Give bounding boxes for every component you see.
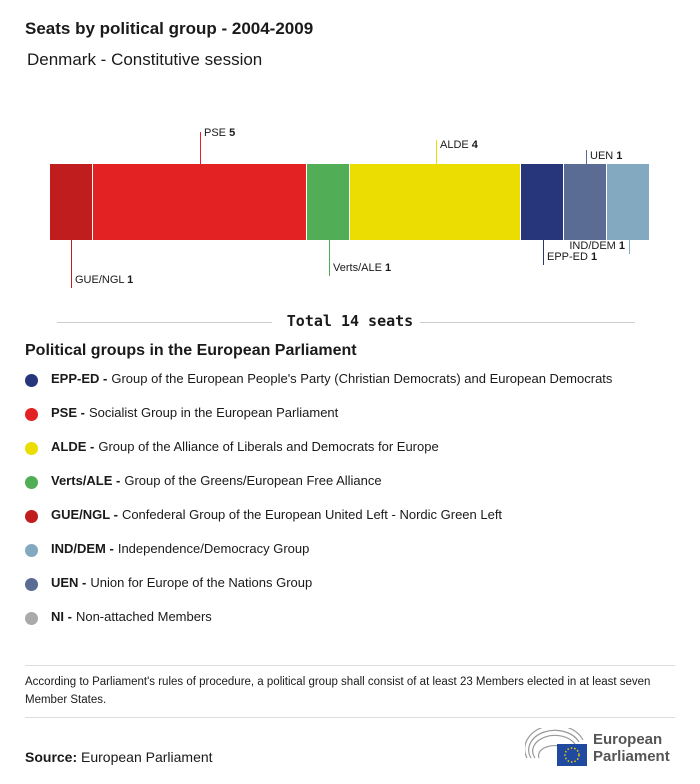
- ep-logo: European Parliament: [525, 728, 670, 768]
- source-value: European Parliament: [81, 749, 213, 765]
- hemicycle-logo-icon: [525, 728, 587, 766]
- divider: [420, 322, 635, 323]
- footnote: According to Parliament's rules of proce…: [25, 676, 651, 706]
- bar-segment-verts-ale: [307, 164, 350, 240]
- divider: [25, 717, 675, 718]
- legend-text: PSE - Socialist Group in the European Par…: [51, 405, 339, 420]
- bar-segment-ind-dem: [607, 164, 650, 240]
- legend-item: ALDE - Group of the Alliance of Liberals …: [25, 439, 612, 473]
- legend-dot-icon: [25, 442, 38, 455]
- chart-title: Seats by political group - 2004-2009: [25, 19, 314, 38]
- legend-item: IND/DEM - Independence/Democracy Group: [25, 541, 612, 575]
- legend-title: Political groups in the European Parliam…: [25, 342, 357, 359]
- bar-segment-uen: [564, 164, 608, 240]
- divider: [57, 322, 272, 323]
- data-label: IND/DEM 1: [569, 240, 625, 252]
- legend-dot-icon: [25, 544, 38, 557]
- legend-dot-icon: [25, 612, 38, 625]
- bar-segment-pse: [92, 164, 308, 240]
- legend-dot-icon: [25, 578, 38, 591]
- legend-item: GUE/NGL - Confederal Group of the Europea…: [25, 507, 612, 541]
- legend-dot-icon: [25, 374, 38, 387]
- chart-subtitle: Denmark - Constitutive session: [27, 50, 263, 69]
- legend-dot-icon: [25, 510, 38, 523]
- legend-text: UEN - Union for Europe of the Nations Gro…: [51, 575, 313, 590]
- logo-text-2: Parliament: [593, 748, 670, 765]
- label-leader-line: [629, 240, 630, 254]
- legend-item: EPP-ED - Group of the European People's P…: [25, 371, 612, 405]
- bar-segment-gue-ngl: [50, 164, 93, 240]
- legend: EPP-ED - Group of the European People's P…: [25, 371, 612, 643]
- data-label: EPP-ED 1: [547, 251, 598, 263]
- legend-text: NI - Non-attached Members: [51, 609, 212, 624]
- legend-dot-icon: [25, 476, 38, 489]
- legend-dot-icon: [25, 408, 38, 421]
- legend-item: UEN - Union for Europe of the Nations Gro…: [25, 575, 612, 609]
- divider: [25, 665, 675, 666]
- bar-segment-alde: [350, 164, 522, 240]
- total-seats: Total 14 seats: [286, 312, 414, 330]
- legend-text: IND/DEM - Independence/Democracy Group: [51, 541, 310, 556]
- legend-text: GUE/NGL - Confederal Group of the Europea…: [51, 507, 503, 522]
- label-leader-line: [71, 240, 72, 288]
- data-label: ALDE 4: [440, 139, 478, 151]
- legend-text: Verts/ALE - Group of the Greens/European …: [51, 473, 382, 488]
- data-label: GUE/NGL 1: [75, 274, 134, 286]
- label-leader-line: [329, 240, 330, 276]
- legend-item: Verts/ALE - Group of the Greens/European …: [25, 473, 612, 507]
- label-leader-line: [586, 150, 587, 164]
- stacked-bar-chart: GUE/NGL 1 PSE 5 Verts/ALE 1 ALDE 4 EPP-ED 1 U…: [0, 0, 700, 300]
- source-label: Source:: [25, 749, 78, 765]
- legend-text: ALDE - Group of the Alliance of Liberals …: [51, 439, 439, 454]
- data-label: PSE 5: [204, 127, 236, 139]
- bar-segment-epp-ed: [521, 164, 565, 240]
- data-label: UEN 1: [590, 150, 623, 162]
- legend-item: NI - Non-attached Members: [25, 609, 612, 643]
- legend-item: PSE - Socialist Group in the European Par…: [25, 405, 612, 439]
- label-leader-line: [200, 132, 201, 164]
- label-leader-line: [436, 140, 437, 164]
- logo-text-1: European: [593, 731, 663, 748]
- source: Source: European Parliament: [25, 749, 213, 765]
- data-label: Verts/ALE 1: [333, 262, 392, 274]
- label-leader-line: [543, 240, 544, 265]
- legend-text: EPP-ED - Group of the European People's P…: [51, 371, 613, 386]
